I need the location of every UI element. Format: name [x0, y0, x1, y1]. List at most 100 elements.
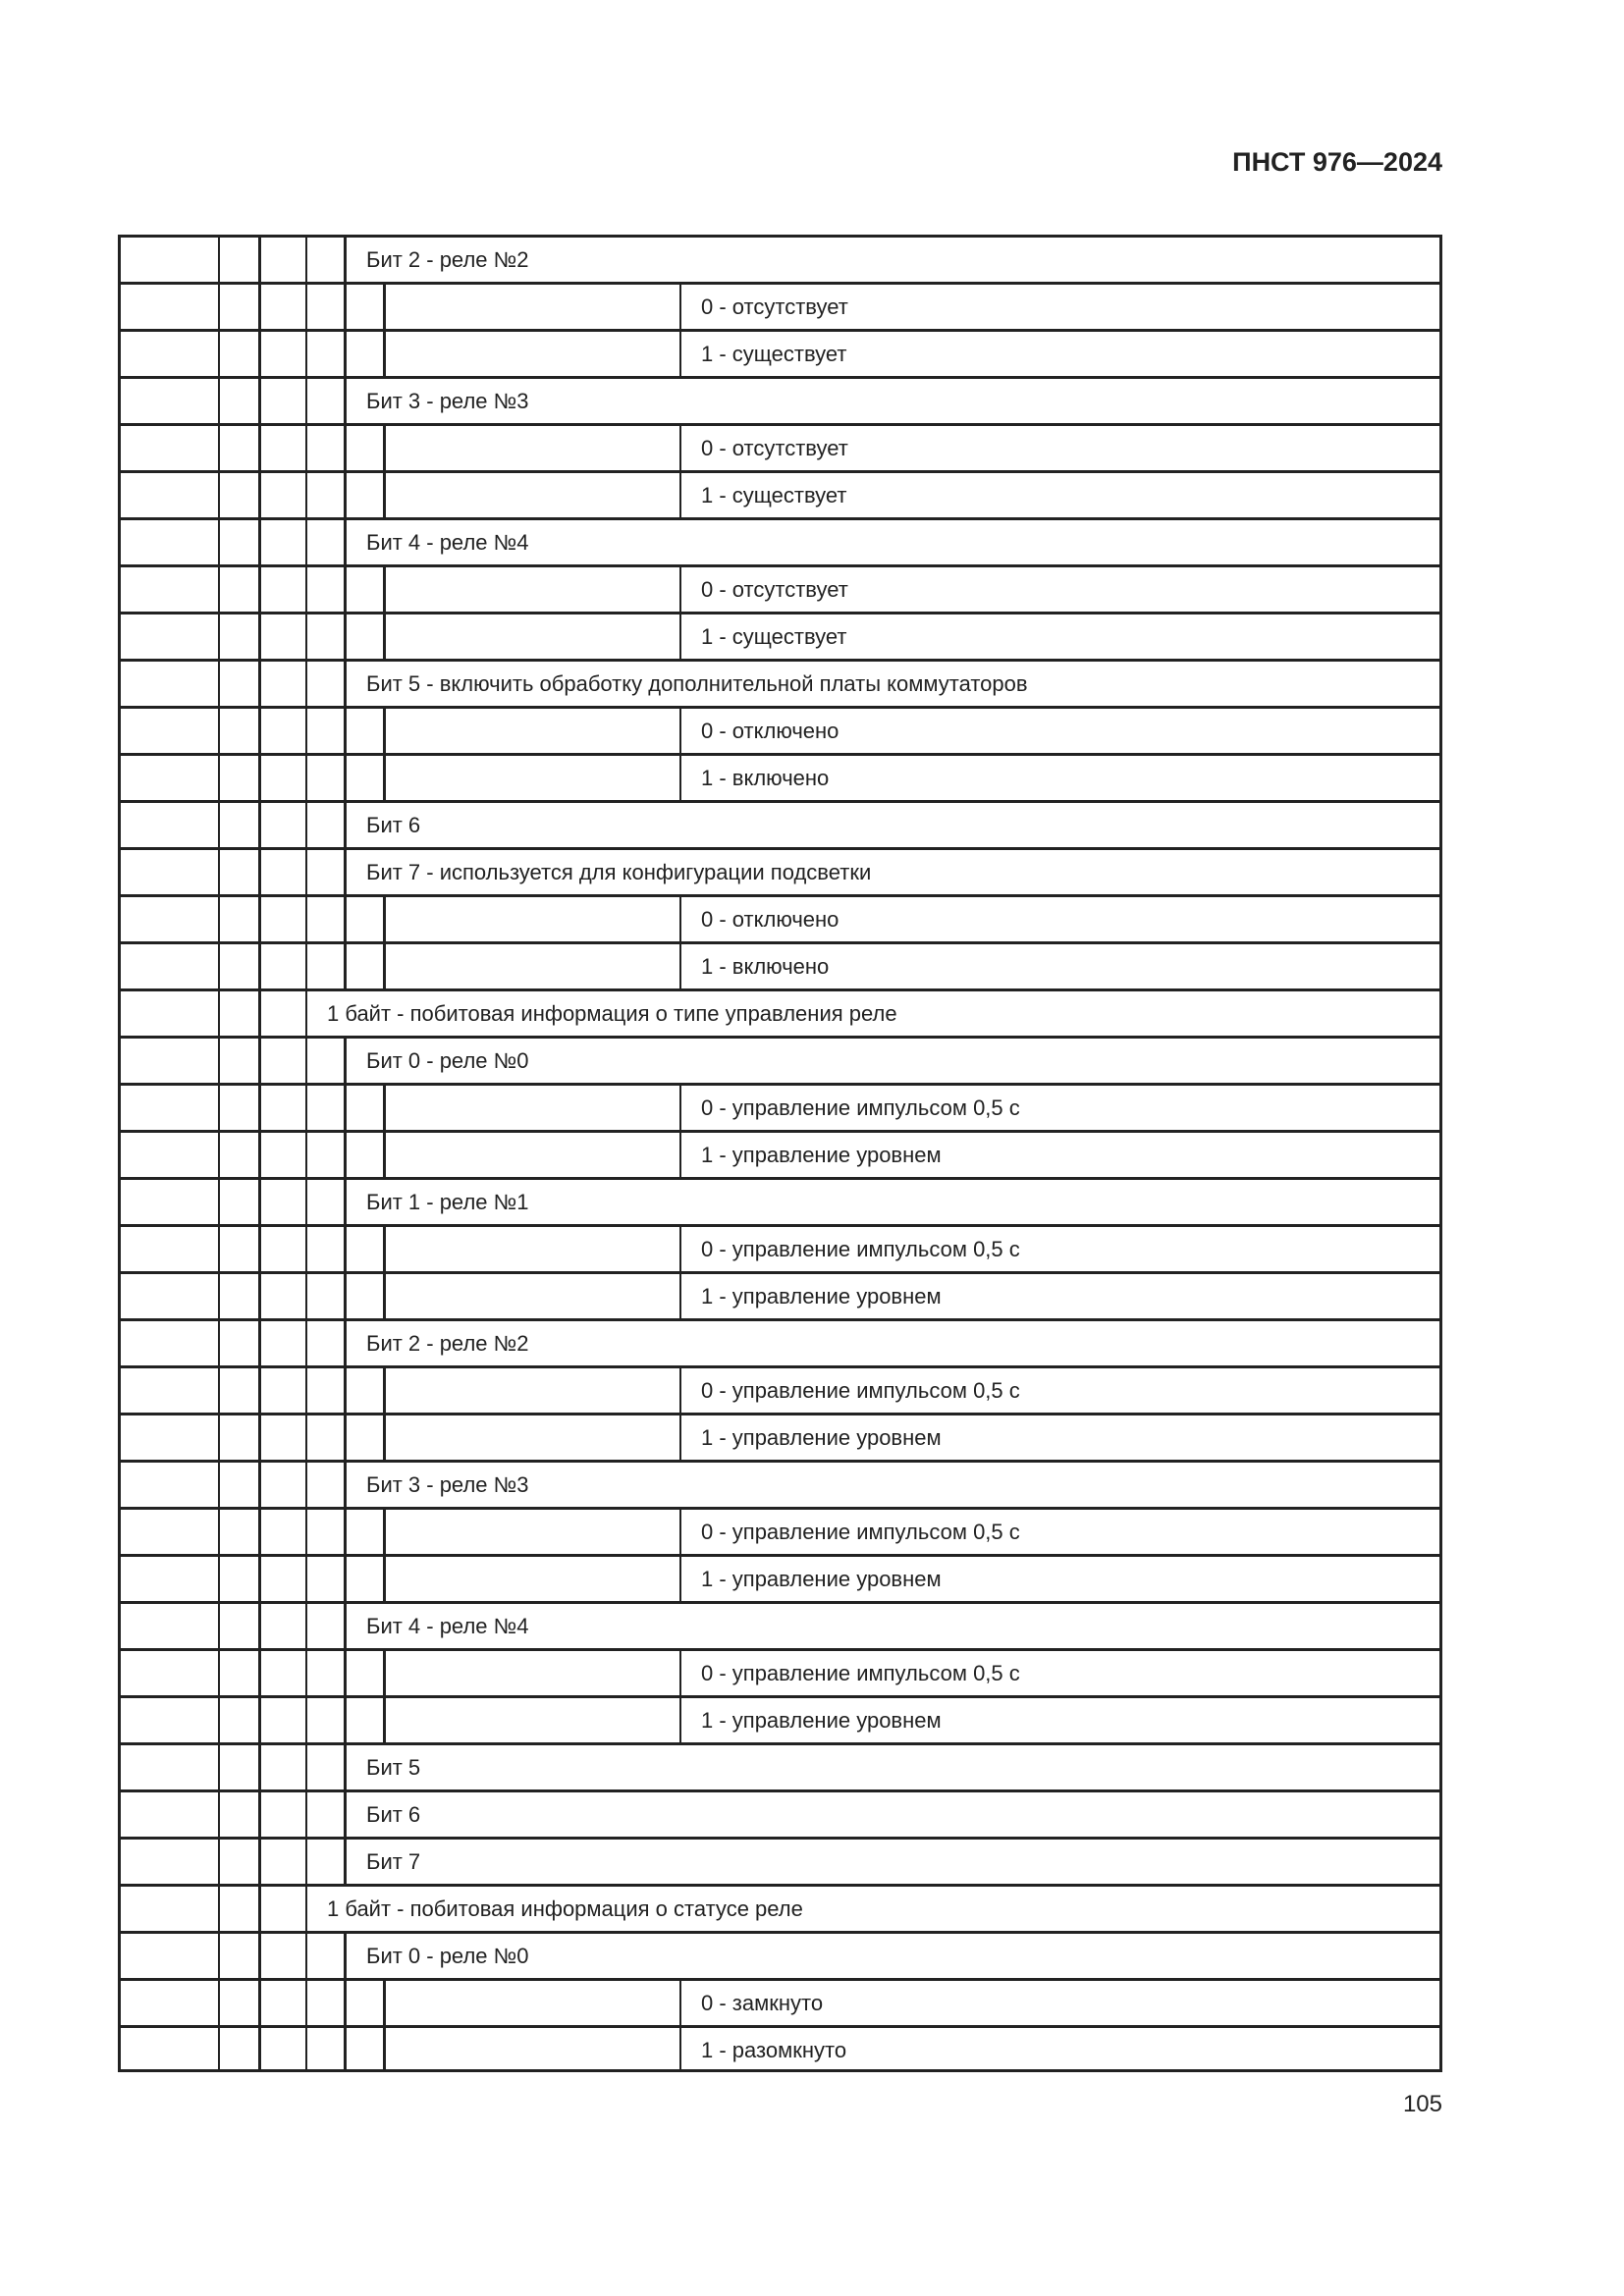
empty-cell — [344, 944, 383, 988]
empty-cell — [218, 238, 258, 282]
empty-cell — [258, 332, 305, 376]
empty-cell — [383, 1698, 679, 1742]
empty-cell — [344, 2028, 383, 2069]
empty-cell — [258, 1745, 305, 1789]
bit-description-cell: Бит 5 — [344, 1745, 1442, 1789]
empty-cell — [118, 1792, 218, 1837]
empty-cell — [305, 1321, 344, 1365]
empty-cell — [118, 1934, 218, 1978]
empty-cell — [118, 803, 218, 847]
table-row: Бит 6 — [118, 1789, 1442, 1837]
empty-cell — [118, 1368, 218, 1413]
empty-cell — [218, 1745, 258, 1789]
empty-cell — [305, 1415, 344, 1460]
empty-cell — [258, 1887, 305, 1931]
empty-cell — [305, 332, 344, 376]
empty-cell — [305, 1039, 344, 1083]
empty-cell — [218, 1981, 258, 2025]
empty-cell — [218, 1180, 258, 1224]
empty-cell — [258, 850, 305, 894]
empty-cell — [218, 426, 258, 470]
empty-cell — [344, 567, 383, 612]
empty-cell — [118, 285, 218, 329]
empty-cell — [305, 1086, 344, 1130]
empty-cell — [305, 803, 344, 847]
empty-cell — [344, 1368, 383, 1413]
bit-value-cell: 0 - отсутствует — [679, 567, 1442, 612]
empty-cell — [344, 1651, 383, 1695]
empty-cell — [305, 1227, 344, 1271]
bit-description-cell: Бит 2 - реле №2 — [344, 238, 1442, 282]
empty-cell — [118, 944, 218, 988]
empty-cell — [218, 662, 258, 706]
table-row: 0 - управление импульсом 0,5 с — [118, 1224, 1442, 1271]
empty-cell — [218, 285, 258, 329]
empty-cell — [118, 379, 218, 423]
empty-cell — [118, 1227, 218, 1271]
empty-cell — [218, 850, 258, 894]
empty-cell — [383, 1086, 679, 1130]
byte-description-cell: 1 байт - побитовая информация о статусе … — [305, 1887, 1442, 1931]
bit-value-cell: 1 - управление уровнем — [679, 1133, 1442, 1177]
empty-cell — [344, 426, 383, 470]
table-row: Бит 4 - реле №4 — [118, 1601, 1442, 1648]
bit-value-cell: 1 - управление уровнем — [679, 1698, 1442, 1742]
table-row: 1 байт - побитовая информация о статусе … — [118, 1884, 1442, 1931]
protocol-table: Бит 2 - реле №2 0 - отсутствует 1 - сущест… — [118, 235, 1442, 2075]
empty-cell — [258, 1934, 305, 1978]
table-row: 0 - отключено — [118, 706, 1442, 753]
empty-cell — [258, 1180, 305, 1224]
empty-cell — [118, 1510, 218, 1554]
empty-cell — [305, 1934, 344, 1978]
empty-cell — [258, 897, 305, 941]
empty-cell — [118, 1086, 218, 1130]
empty-cell — [258, 1510, 305, 1554]
empty-cell — [383, 426, 679, 470]
bit-description-cell: Бит 4 - реле №4 — [344, 520, 1442, 564]
empty-cell — [118, 1557, 218, 1601]
empty-cell — [218, 803, 258, 847]
empty-cell — [344, 756, 383, 800]
empty-cell — [383, 614, 679, 659]
table-row: 1 - включено — [118, 941, 1442, 988]
empty-cell — [383, 1274, 679, 1318]
table-row: 0 - отсутствует — [118, 282, 1442, 329]
empty-cell — [344, 285, 383, 329]
empty-cell — [258, 2028, 305, 2069]
empty-cell — [344, 709, 383, 753]
table-row: Бит 3 - реле №3 — [118, 1460, 1442, 1507]
empty-cell — [118, 1651, 218, 1695]
empty-cell — [118, 1133, 218, 1177]
empty-cell — [218, 1463, 258, 1507]
table-row: 1 - управление уровнем — [118, 1271, 1442, 1318]
bit-description-cell: Бит 2 - реле №2 — [344, 1321, 1442, 1365]
empty-cell — [383, 709, 679, 753]
empty-cell — [218, 1792, 258, 1837]
empty-cell — [383, 567, 679, 612]
empty-cell — [305, 756, 344, 800]
bit-value-cell: 0 - отключено — [679, 897, 1442, 941]
table-row: 0 - управление импульсом 0,5 с — [118, 1365, 1442, 1413]
empty-cell — [383, 756, 679, 800]
table-row: 0 - замкнуто — [118, 1978, 1442, 2025]
table-row: Бит 0 - реле №0 — [118, 1931, 1442, 1978]
bit-value-cell: 0 - управление импульсом 0,5 с — [679, 1227, 1442, 1271]
empty-cell — [344, 1274, 383, 1318]
empty-cell — [218, 709, 258, 753]
empty-cell — [258, 1274, 305, 1318]
empty-cell — [258, 1651, 305, 1695]
empty-cell — [344, 1086, 383, 1130]
empty-cell — [118, 1698, 218, 1742]
table-row: 1 - управление уровнем — [118, 1413, 1442, 1460]
table-row: Бит 2 - реле №2 — [118, 1318, 1442, 1365]
bit-value-cell: 0 - отсутствует — [679, 426, 1442, 470]
empty-cell — [118, 991, 218, 1036]
bit-description-cell: Бит 7 — [344, 1840, 1442, 1884]
bit-value-cell: 0 - управление импульсом 0,5 с — [679, 1368, 1442, 1413]
empty-cell — [305, 1368, 344, 1413]
empty-cell — [218, 991, 258, 1036]
empty-cell — [118, 850, 218, 894]
empty-cell — [118, 332, 218, 376]
empty-cell — [305, 1557, 344, 1601]
empty-cell — [218, 614, 258, 659]
